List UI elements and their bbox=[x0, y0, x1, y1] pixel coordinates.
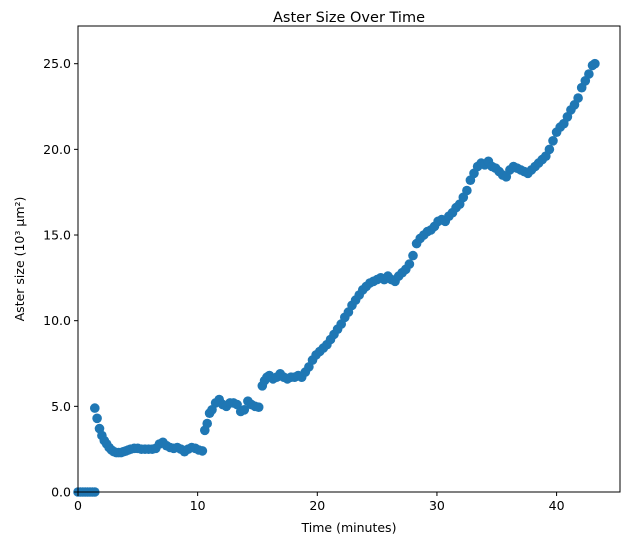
y-axis: 0.0 5.0 10.0 15.0 20.0 25.0 bbox=[43, 56, 78, 500]
y-tick-label: 0.0 bbox=[51, 485, 71, 500]
data-point bbox=[590, 58, 600, 69]
data-point bbox=[408, 250, 418, 261]
data-point bbox=[197, 446, 208, 456]
y-tick-label: 5.0 bbox=[51, 399, 71, 414]
data-point bbox=[584, 69, 594, 79]
x-tick-label: 10 bbox=[190, 498, 206, 513]
data-point bbox=[239, 405, 250, 415]
data-point bbox=[202, 418, 212, 429]
x-tick-label: 0 bbox=[74, 498, 82, 513]
y-tick-label: 10.0 bbox=[43, 313, 71, 328]
x-axis: 0 10 20 30 40 bbox=[74, 492, 565, 513]
y-tick-label: 15.0 bbox=[43, 228, 71, 243]
y-tick-label: 20.0 bbox=[43, 142, 71, 157]
data-point bbox=[462, 185, 472, 196]
x-tick-label: 40 bbox=[549, 498, 565, 513]
data-point bbox=[90, 403, 100, 413]
data-point bbox=[404, 259, 415, 269]
y-axis-label: Aster size (10³ μm²) bbox=[12, 197, 27, 322]
data-point bbox=[548, 136, 558, 146]
data-point bbox=[92, 413, 102, 424]
data-point bbox=[544, 144, 555, 155]
y-tick-label: 25.0 bbox=[43, 56, 71, 71]
plot-frame bbox=[77, 25, 621, 493]
x-axis-label: Time (minutes) bbox=[301, 520, 397, 535]
chart-title: Aster Size Over Time bbox=[273, 10, 425, 26]
data-points bbox=[73, 58, 600, 497]
data-point bbox=[573, 93, 583, 103]
x-tick-label: 20 bbox=[309, 498, 325, 513]
x-tick-label: 30 bbox=[429, 498, 445, 513]
data-point bbox=[253, 402, 264, 413]
